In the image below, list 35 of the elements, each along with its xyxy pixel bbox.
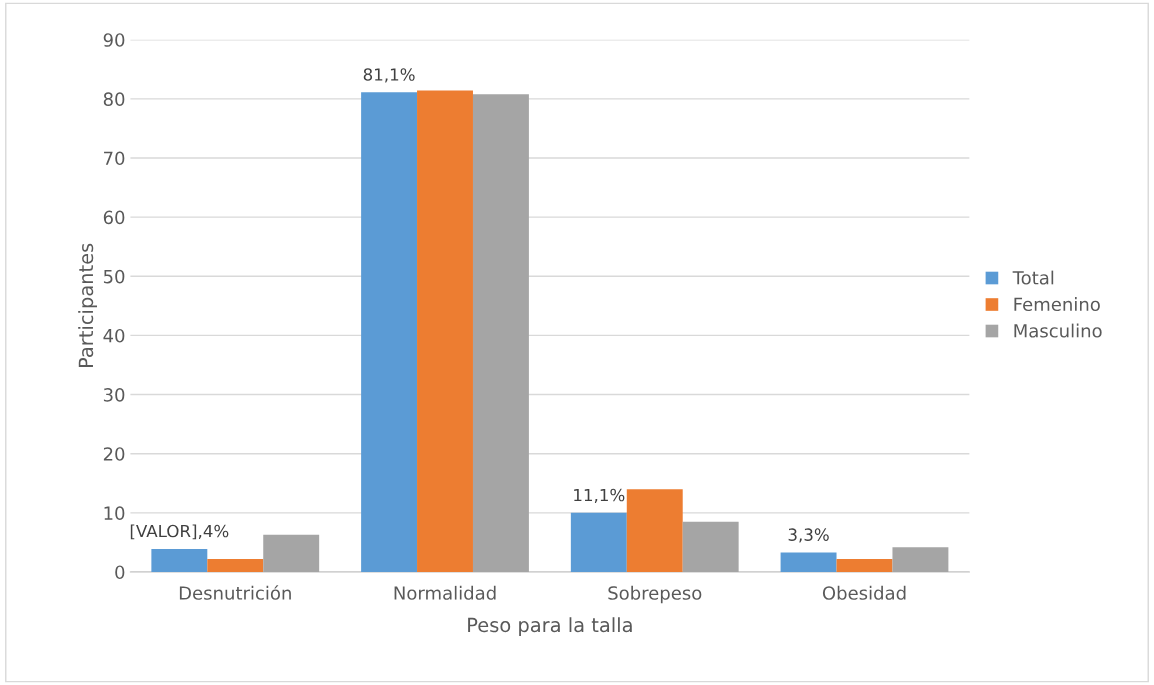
x-axis-title: Peso para la talla [468,617,632,637]
y-tick-label: 80 [103,92,125,106]
bar [472,94,529,572]
bar [626,489,683,572]
bar [892,547,949,572]
bar [780,552,837,572]
y-tick-label: 30 [103,388,125,402]
y-tick-label: 10 [104,506,125,520]
x-tick-label: Desnutrición [179,585,291,600]
annotation: [VALOR],4% [130,524,229,540]
y-tick-label: 90 [103,33,125,47]
annotation: 81,1% [363,68,415,83]
legend-label: Masculino [1014,323,1102,338]
bar [151,548,208,572]
x-tick-label: Sobrepeso [608,585,702,604]
y-tick-label: 20 [103,447,125,461]
legend-label: Total [1012,270,1054,285]
bar [836,558,893,572]
bar [263,534,320,572]
x-tick-label: Normalidad [394,585,496,600]
annotation: 3,3% [788,528,829,543]
legend-label: Femenino [1014,297,1100,312]
annotation: 11,1% [574,488,625,503]
bar [417,90,473,572]
y-tick-label: 50 [103,269,125,284]
y-axis-title: Participantes [78,243,98,368]
y-tick-label: 40 [103,328,125,343]
bar [361,92,418,572]
y-tick-label: 0 [115,565,125,580]
bar [207,558,264,572]
x-tick-label: Obesidad [822,585,906,600]
bar [682,521,739,572]
y-tick-label: 60 [103,210,125,225]
y-tick-label: 70 [104,151,125,166]
bar [570,512,627,572]
